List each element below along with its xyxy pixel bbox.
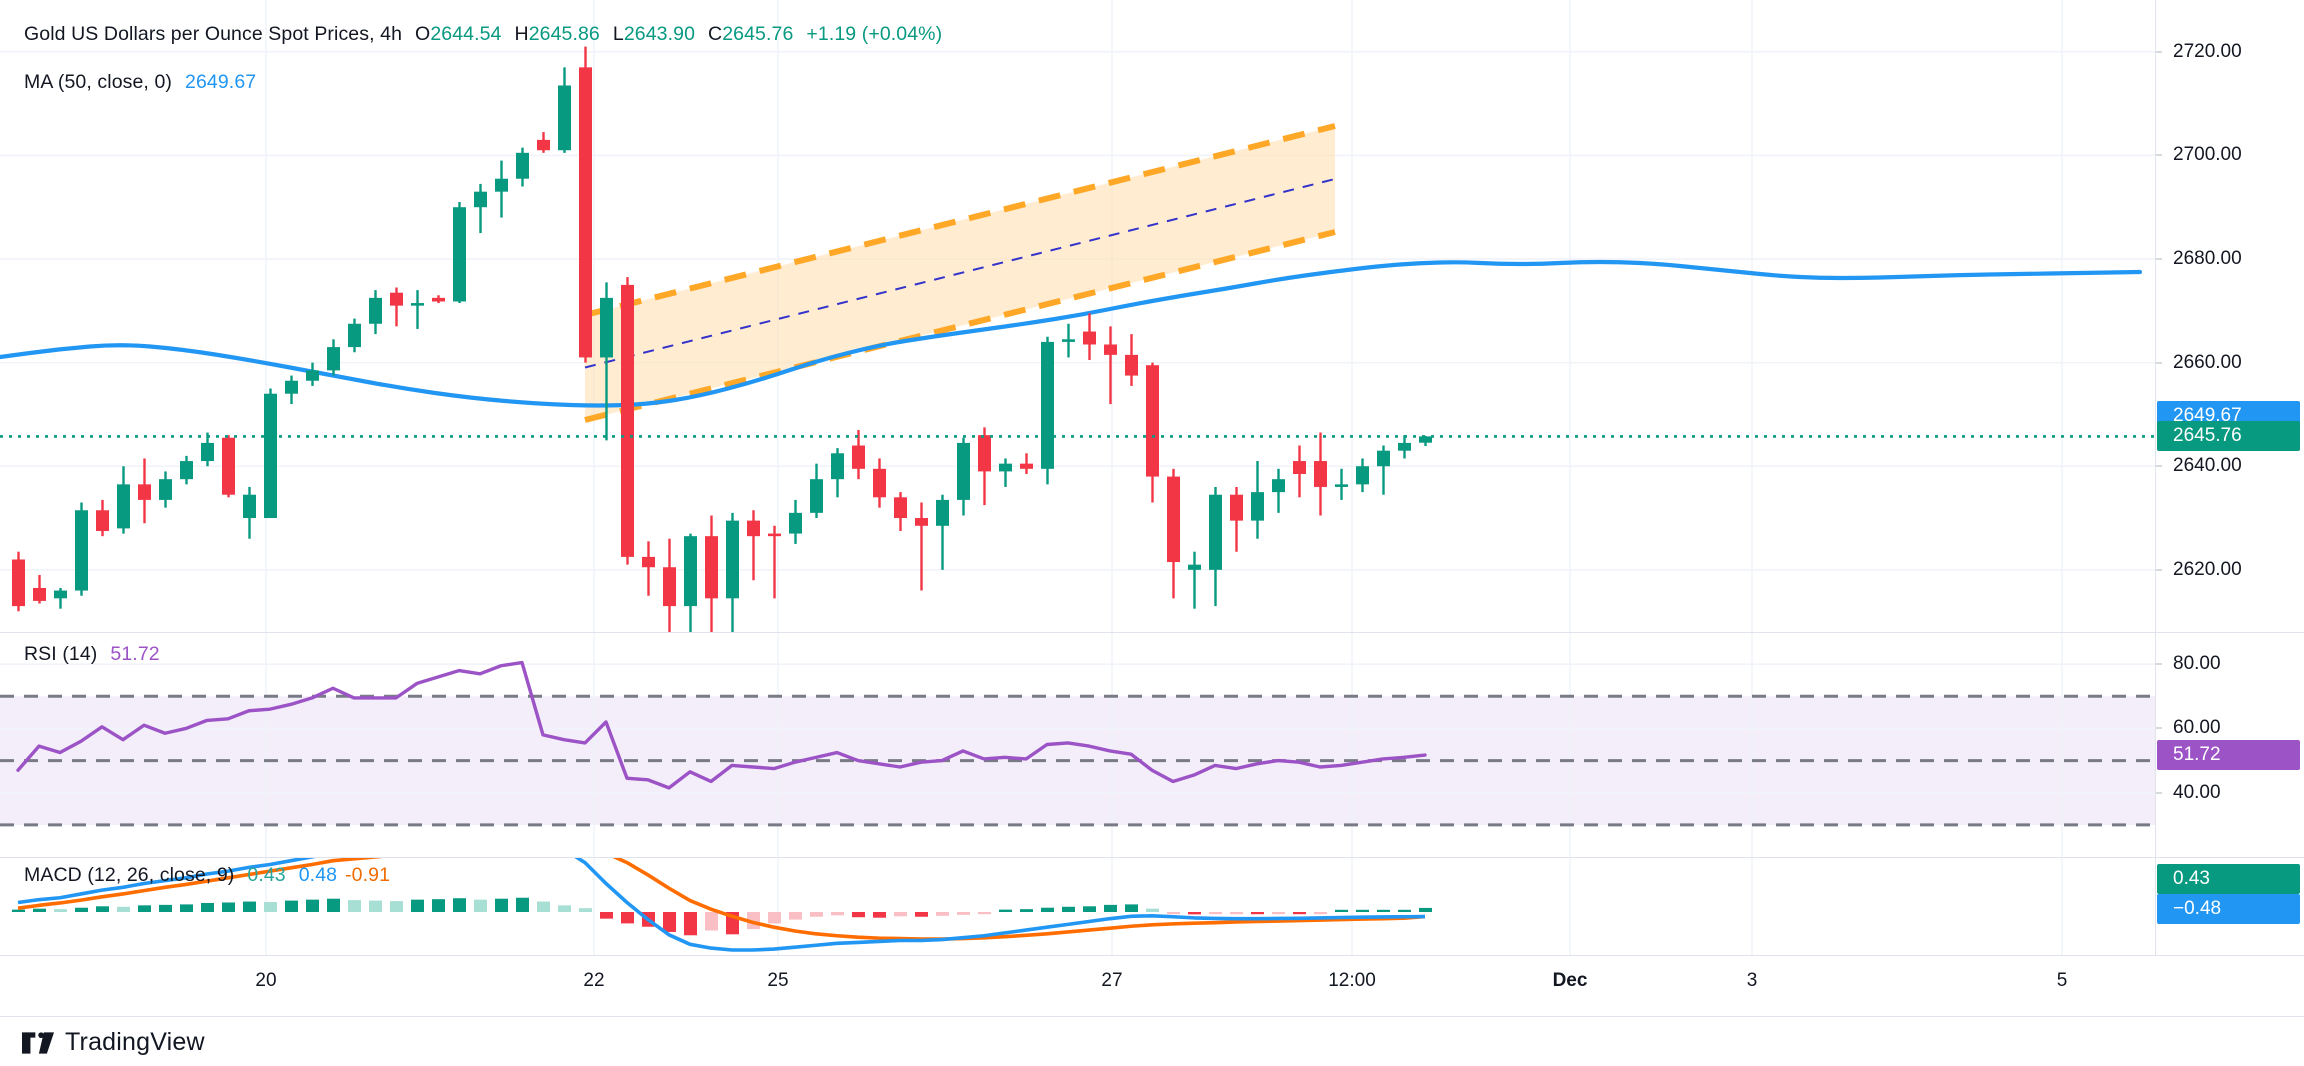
time-axis-tick: 20 (255, 970, 277, 991)
rsi-legend-label[interactable]: RSI (14) (24, 643, 98, 665)
price-axis-tick: 2620.00 (2173, 558, 2242, 580)
rsi-tickmark (2156, 727, 2162, 729)
rsi-tickmark (2156, 663, 2162, 665)
macd-legend-hist-value: -0.91 (345, 864, 391, 886)
rsi-value-badge[interactable]: 51.72 (2157, 740, 2300, 771)
rsi-chart-svg (0, 632, 2155, 857)
ohlc-close-value: 2645.76 (722, 23, 794, 45)
rsi-axis-tick: 60.00 (2173, 717, 2221, 739)
symbol-legend[interactable]: Gold US Dollars per Ounce Spot Prices, 4… (24, 22, 942, 46)
ma-legend-label[interactable]: MA (50, close, 0) (24, 71, 173, 93)
price-pane[interactable]: Gold US Dollars per Ounce Spot Prices, 4… (0, 0, 2304, 632)
macd-legend-signal-value: 0.48 (298, 864, 338, 886)
symbol-title[interactable]: Gold US Dollars per Ounce Spot Prices, 4… (24, 23, 403, 45)
time-axis-tick: 27 (1101, 970, 1123, 991)
brand-name: TradingView (65, 1028, 205, 1056)
macd-line-badge[interactable]: −0.48 (2157, 894, 2300, 924)
time-axis-tick: 12:00 (1328, 970, 1376, 991)
macd-legend[interactable]: MACD (12, 26, close, 9) 0.43 0.48 -0.91 (24, 863, 390, 887)
price-tickmark (2156, 51, 2162, 53)
ma-legend-value: 2649.67 (185, 71, 257, 93)
ohlc-close-prefix: C (708, 23, 723, 45)
rsi-axis-tick: 40.00 (2173, 781, 2221, 803)
price-axis[interactable]: 2720.00 2700.00 2680.00 2660.00 2640.00 2620.… (2155, 0, 2304, 632)
time-axis-tick: 5 (2056, 970, 2068, 991)
rsi-pane[interactable]: RSI (14) 51.72 80.00 60.00 40.00 51.72 (0, 632, 2304, 857)
macd-axis[interactable]: 0.43 −0.48 (2155, 857, 2304, 955)
rsi-legend-value: 51.72 (110, 643, 160, 665)
macd-plot-area[interactable] (0, 857, 2155, 955)
time-axis-tick: 3 (1746, 970, 1758, 991)
brand-bar: TradingView (0, 1017, 2304, 1066)
price-plot-area[interactable] (0, 0, 2155, 632)
price-axis-tick: 2680.00 (2173, 248, 2242, 270)
last-price-badge[interactable]: 2645.76 (2157, 421, 2300, 452)
time-axis[interactable]: 20 22 25 27 12:00 Dec 3 5 (0, 955, 2304, 1017)
pane-separator (0, 955, 2304, 956)
ohlc-high-prefix: H (514, 23, 529, 45)
ohlc-open-prefix: O (415, 23, 431, 45)
ohlc-open-value: 2644.54 (430, 23, 502, 45)
tradingview-logo-icon (22, 1031, 54, 1054)
price-axis-tick: 2700.00 (2173, 144, 2242, 166)
price-tickmark (2156, 154, 2162, 156)
ohlc-change: +1.19 (+0.04%) (806, 23, 943, 45)
macd-pane[interactable]: MACD (12, 26, close, 9) 0.43 0.48 -0.91 0.4… (0, 857, 2304, 955)
ohlc-low-value: 2643.90 (623, 23, 696, 45)
macd-chart-svg (12, 857, 2063, 955)
ma-legend[interactable]: MA (50, close, 0) 2649.67 (24, 70, 256, 94)
time-axis-tick: 22 (583, 970, 605, 991)
price-tickmark (2156, 362, 2162, 364)
price-tickmark (2156, 569, 2162, 571)
rsi-axis[interactable]: 80.00 60.00 40.00 51.72 (2155, 632, 2304, 857)
rsi-tickmark (2156, 792, 2162, 794)
macd-hist-badge[interactable]: 0.43 (2157, 864, 2300, 894)
ohlc-low-prefix: L (612, 23, 624, 45)
price-axis-tick: 2720.00 (2173, 40, 2242, 62)
price-tickmark (2156, 465, 2162, 467)
price-chart-svg (0, 0, 2155, 632)
ohlc-high-value: 2645.86 (528, 23, 600, 45)
macd-legend-macd-value: 0.43 (247, 864, 286, 886)
price-tickmark (2156, 258, 2162, 260)
macd-legend-label[interactable]: MACD (12, 26, close, 9) (24, 864, 235, 886)
rsi-axis-tick: 80.00 (2173, 653, 2221, 675)
time-axis-tick: Dec (1552, 970, 1588, 991)
price-axis-tick: 2660.00 (2173, 351, 2242, 373)
price-axis-tick: 2640.00 (2173, 455, 2242, 477)
tradingview-brand[interactable]: TradingView (22, 1028, 205, 1057)
rsi-legend[interactable]: RSI (14) 51.72 (24, 642, 160, 666)
time-axis-tick: 25 (767, 970, 789, 991)
rsi-plot-area[interactable] (0, 632, 2155, 857)
pane-separator (0, 632, 2304, 633)
pane-separator (0, 857, 2304, 858)
